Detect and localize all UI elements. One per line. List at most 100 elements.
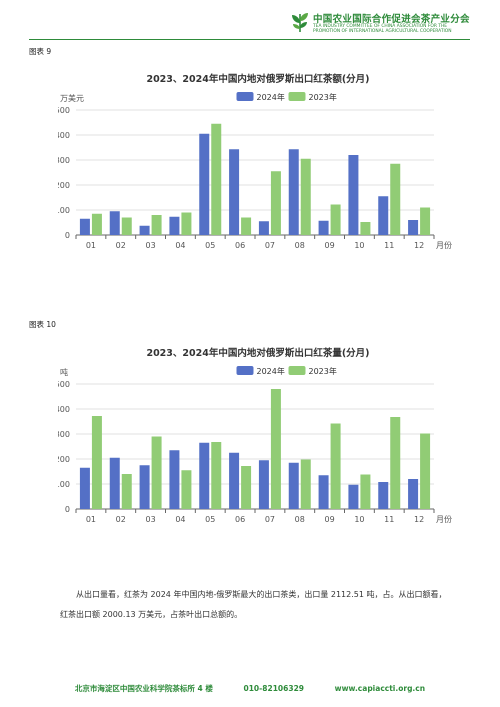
y-tick-label: 500 [58, 380, 70, 389]
legend-label-1: 2023年 [309, 366, 337, 376]
x-tick-label: 03 [145, 515, 155, 524]
bar-series-2023 [151, 215, 162, 235]
bar-series-2023 [420, 433, 431, 509]
x-tick-label: 02 [116, 515, 126, 524]
x-tick-label: 05 [205, 241, 215, 250]
bar-series-2024 [79, 467, 90, 509]
y-tick-label: 0 [65, 505, 70, 514]
x-tick-label: 06 [235, 515, 245, 524]
page-header: 中国农业国际合作促进会茶产业分会 TEA INDUSTRY COMMITTEE … [0, 0, 500, 42]
bar-series-2023 [211, 123, 222, 235]
bar-series-2023 [121, 474, 132, 509]
y-tick-label: 0 [65, 231, 70, 240]
bar-series-2023 [91, 416, 102, 509]
bar-series-2023 [211, 442, 222, 509]
bar-series-2024 [79, 218, 90, 235]
footer-website[interactable]: www.capiaccti.org.cn [334, 684, 426, 693]
legend-swatch-0 [236, 366, 254, 375]
legend-swatch-0 [236, 92, 254, 101]
x-tick-label: 08 [295, 241, 305, 250]
x-tick-label: 10 [354, 241, 364, 250]
x-tick-label: 11 [384, 515, 394, 524]
figure-10-label: 图表 10 [29, 320, 56, 329]
x-axis-label: 月份 [436, 240, 452, 250]
bar-series-2024 [318, 220, 329, 235]
bar-series-2024 [199, 442, 210, 509]
bar-series-2024 [348, 155, 359, 235]
legend-label-1: 2023年 [309, 92, 337, 102]
x-tick-label: 12 [414, 515, 424, 524]
bar-series-2023 [330, 423, 341, 509]
bar-series-2024 [139, 225, 150, 235]
bar-series-2023 [420, 207, 431, 235]
bar-series-2024 [139, 465, 150, 509]
bar-series-2024 [258, 221, 269, 235]
y-tick-label: 400 [58, 131, 70, 140]
x-tick-label: 01 [86, 515, 96, 524]
header-rule [29, 39, 470, 40]
bar-series-2024 [229, 452, 240, 509]
bar-series-2023 [91, 213, 102, 235]
bar-series-2024 [288, 462, 299, 509]
bar-series-2024 [258, 460, 269, 509]
bar-series-2023 [241, 217, 252, 235]
y-tick-label: 300 [58, 156, 70, 165]
bar-series-2024 [348, 484, 359, 509]
bar-series-2024 [109, 211, 120, 235]
y-axis-label: 万美元 [60, 93, 84, 103]
legend-label-0: 2024年 [257, 92, 285, 102]
x-tick-label: 07 [265, 241, 275, 250]
y-tick-label: 300 [58, 430, 70, 439]
bar-series-2024 [109, 457, 120, 509]
x-axis-label: 月份 [436, 514, 452, 524]
x-tick-label: 09 [324, 241, 334, 250]
x-tick-label: 04 [175, 241, 185, 250]
bar-series-2024 [408, 220, 419, 235]
bar-series-2024 [408, 479, 419, 509]
y-tick-label: 100 [58, 206, 70, 215]
bar-series-2023 [360, 474, 371, 509]
tea-leaf-logo-icon [292, 13, 308, 33]
org-name-cn: 中国农业国际合作促进会茶产业分会 [313, 14, 470, 25]
page-footer: 北京市海淀区中国农业科学院茶标所 4 楼 010-82106329 www.ca… [0, 683, 500, 694]
bar-series-2023 [270, 171, 281, 235]
chart-title: 2023、2024年中国内地对俄罗斯出口红茶额(分月) [146, 73, 369, 85]
legend-swatch-1 [288, 366, 306, 375]
bar-series-2023 [121, 217, 132, 235]
export-volume-chart: 2023、2024年中国内地对俄罗斯出口红茶量(分月)2024年2023年吨01… [58, 347, 452, 524]
bar-series-2023 [300, 158, 311, 235]
legend-swatch-1 [288, 92, 306, 101]
chart-title: 2023、2024年中国内地对俄罗斯出口红茶量(分月) [146, 347, 369, 359]
summary-line-2: 红茶出口额 2000.13 万美元，占茶叶出口总额的。 [60, 610, 243, 619]
bar-series-2023 [241, 466, 252, 509]
bar-series-2024 [169, 450, 180, 509]
x-tick-label: 04 [175, 515, 185, 524]
bar-series-2023 [181, 470, 192, 509]
figure-9-label: 图表 9 [29, 47, 52, 56]
bar-series-2023 [390, 417, 401, 509]
summary-line-1: 从出口量看，红茶为 2024 年中国内地-俄罗斯最大的出口茶类，出口量 2112… [76, 590, 447, 599]
y-tick-label: 200 [58, 181, 70, 190]
y-tick-label: 400 [58, 405, 70, 414]
y-tick-label: 200 [58, 455, 70, 464]
bar-series-2023 [151, 436, 162, 509]
x-tick-label: 01 [86, 241, 96, 250]
y-tick-label: 100 [58, 480, 70, 489]
x-tick-label: 08 [295, 515, 305, 524]
bar-series-2023 [181, 212, 192, 235]
export-value-chart: 2023、2024年中国内地对俄罗斯出口红茶额(分月) 2024年 2023年 万美元… [58, 73, 452, 250]
legend-label-0: 2024年 [257, 366, 285, 376]
bar-series-2024 [378, 196, 389, 235]
bar-series-2023 [270, 389, 281, 509]
bar-series-2024 [378, 482, 389, 509]
x-tick-label: 03 [145, 241, 155, 250]
bar-series-2024 [169, 216, 180, 235]
x-tick-label: 12 [414, 241, 424, 250]
footer-address: 北京市海淀区中国农业科学院茶标所 4 楼 [74, 684, 213, 693]
bar-series-2024 [199, 133, 210, 235]
summary-paragraph: 从出口量看，红茶为 2024 年中国内地-俄罗斯最大的出口茶类，出口量 2112… [60, 585, 470, 625]
y-axis-label: 吨 [60, 367, 68, 377]
org-name-en: TEA INDUSTRY COMMITTEE OF CHINA ASSOCIAT… [313, 24, 452, 35]
bar-series-2024 [229, 149, 240, 235]
bar-series-2024 [318, 475, 329, 509]
